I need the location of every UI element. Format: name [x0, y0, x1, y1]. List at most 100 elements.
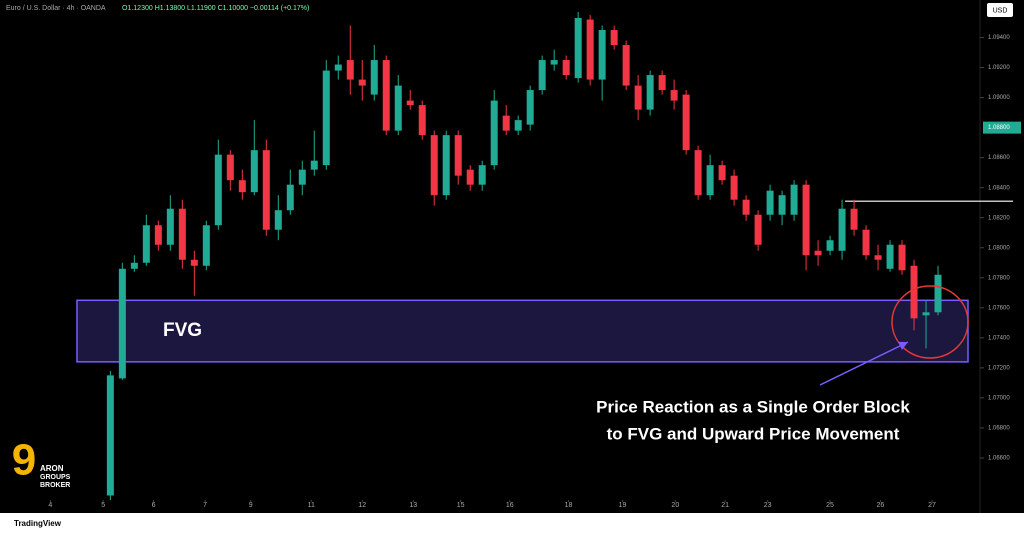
- candle-body: [694, 150, 702, 196]
- y-tick-label: 1.08400: [988, 185, 1010, 191]
- candle-body: [754, 214, 762, 245]
- x-tick-label: 9: [249, 502, 253, 509]
- candle-body: [802, 184, 810, 256]
- y-tick-label: 1.07800: [988, 275, 1010, 281]
- candle-body: [706, 165, 714, 196]
- candle-body: [634, 85, 642, 110]
- footer-brand[interactable]: TradingView: [14, 519, 62, 528]
- x-tick-label: 25: [826, 502, 834, 509]
- candle-body: [766, 190, 774, 215]
- candle-body: [514, 120, 522, 131]
- candle-body: [166, 208, 174, 245]
- plot: FVG 1.09400 1.09200 1.09000 1.08600 1.08400 1.…: [48, 12, 1021, 509]
- candle-body: [538, 60, 546, 91]
- candle-body: [922, 312, 930, 316]
- candle-body: [178, 208, 186, 260]
- currency[interactable]: USD: [993, 7, 1008, 14]
- arrow: [819, 341, 909, 386]
- candle-body: [430, 135, 438, 196]
- candle-body: [130, 262, 138, 269]
- candle-body: [526, 90, 534, 125]
- highlight-circle: [891, 285, 969, 359]
- candle-body: [550, 60, 558, 65]
- price-marker-label: 1.08800: [988, 125, 1010, 131]
- candle-body: [502, 115, 510, 131]
- y-tick-label: 1.08200: [988, 215, 1010, 221]
- candle-body: [646, 75, 654, 110]
- y-tick-label: 1.07600: [988, 305, 1010, 311]
- candle-body: [334, 64, 342, 71]
- candle-body: [862, 229, 870, 256]
- candle-body: [466, 169, 474, 185]
- candle-body: [238, 180, 246, 193]
- candle-body: [106, 375, 114, 496]
- candle-body: [442, 135, 450, 196]
- fvg-zone: [76, 299, 969, 363]
- y-tick-label: 1.06600: [988, 456, 1010, 462]
- fvg-label: FVG: [163, 320, 202, 341]
- candle-body: [406, 100, 414, 106]
- currency-box[interactable]: [987, 3, 1013, 17]
- candle-body: [730, 175, 738, 200]
- candle-body: [226, 154, 234, 181]
- candle-body: [454, 135, 462, 176]
- candle-body: [358, 79, 366, 86]
- x-tick-label: 4: [48, 502, 52, 509]
- x-tick-label: 12: [358, 502, 366, 509]
- y-tick-label: 1.09000: [988, 95, 1010, 101]
- candle-body: [490, 100, 498, 166]
- logo-text: GROUPS: [40, 474, 71, 481]
- candle-body: [622, 45, 630, 86]
- candle-body: [418, 105, 426, 136]
- candle-body: [214, 154, 222, 226]
- annotation: to FVG and Upward Price Movement: [607, 424, 900, 443]
- x-tick-label: 21: [721, 502, 729, 509]
- y-tick-label: 1.07400: [988, 335, 1010, 341]
- candle-body: [742, 199, 750, 215]
- candle-body: [658, 75, 666, 91]
- candle-body: [826, 240, 834, 251]
- candle-body: [250, 150, 258, 193]
- candle-body: [898, 244, 906, 271]
- y-tick-label: 1.07000: [988, 395, 1010, 401]
- candle-body: [610, 30, 618, 46]
- candle-body: [574, 18, 582, 79]
- y-tick-label: 1.08600: [988, 155, 1010, 161]
- x-tick-label: 27: [928, 502, 936, 509]
- x-tick-label: 19: [619, 502, 627, 509]
- x-tick-label: 26: [877, 502, 885, 509]
- candle-body: [598, 30, 606, 80]
- candle-body: [586, 19, 594, 80]
- candle-body: [190, 259, 198, 266]
- y-tick-label: 1.07200: [988, 365, 1010, 371]
- y-tick-label: 1.09400: [988, 35, 1010, 41]
- x-tick-label: 11: [308, 502, 315, 509]
- candle-body: [286, 184, 294, 211]
- candle-body: [322, 70, 330, 166]
- x-tick-label: 13: [409, 502, 417, 509]
- x-tick-label: 23: [764, 502, 772, 509]
- candle-body: [934, 274, 942, 313]
- candle-body: [310, 160, 318, 170]
- footer-bar: [0, 513, 1024, 535]
- y-tick-label: 1.06800: [988, 426, 1010, 432]
- candle-body: [682, 94, 690, 151]
- candle-body: [298, 169, 306, 185]
- candle-body: [118, 268, 126, 379]
- candle-body: [814, 250, 822, 256]
- candle-body: [346, 60, 354, 80]
- ohlc-readout: O1.12300 H1.13800 L1.11900 C1.10000 −0.0…: [122, 5, 309, 12]
- candle-body: [670, 90, 678, 101]
- logo-text: BROKER: [40, 482, 70, 489]
- y-tick-label: 1.08000: [988, 245, 1010, 251]
- candle-body: [838, 208, 846, 251]
- candle-body: [850, 208, 858, 230]
- candle-body: [790, 184, 798, 215]
- candle-body: [202, 225, 210, 266]
- candle-body: [262, 150, 270, 230]
- x-tick-label: 5: [101, 502, 105, 509]
- candle-body: [718, 165, 726, 181]
- logo-mark: 9: [12, 436, 36, 485]
